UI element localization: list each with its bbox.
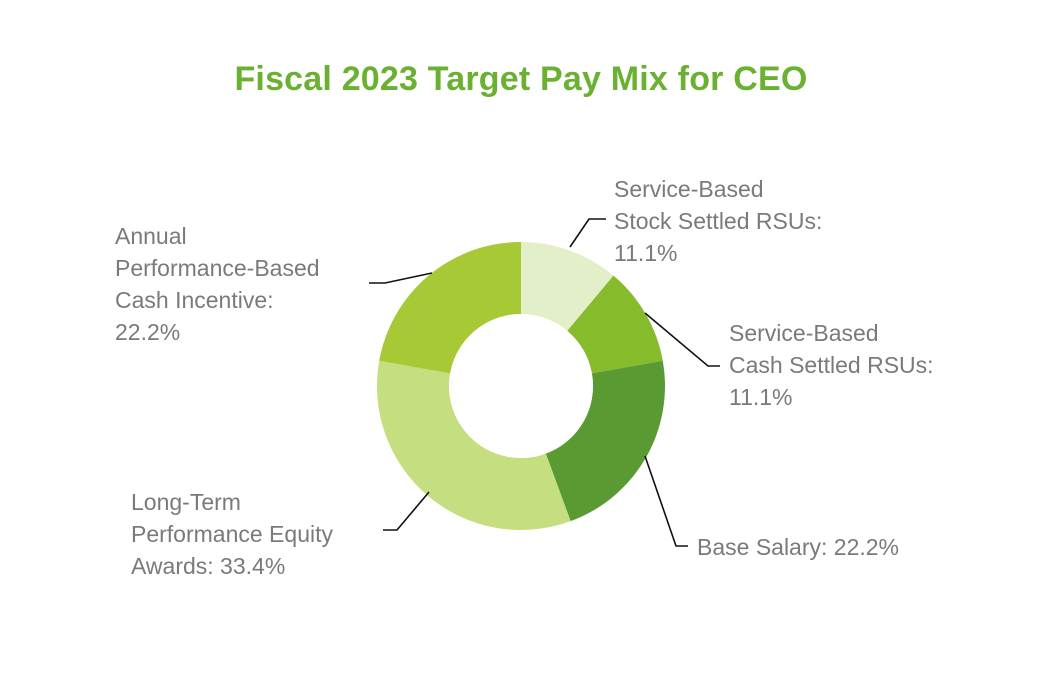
slice-label-4-line-1: Long-Term (131, 489, 241, 515)
slice-label-2-line-3: 11.1% (729, 384, 793, 410)
slice-label-4: Long-Term Performance Equity Awards: 33.4% (131, 489, 333, 579)
slice-label-4-line-3: Awards: 33.4% (131, 553, 285, 579)
slice-2 (567, 275, 663, 374)
leader-line-1 (569, 218, 606, 248)
slice-label-1-line-1: Service-Based (614, 176, 764, 202)
leader-line-3 (644, 455, 688, 547)
labels-layer: Service-Based Stock Settled RSUs: 11.1%Ser… (115, 176, 934, 579)
slice-label-5-line-1: Annual (115, 223, 187, 249)
slice-3 (545, 360, 665, 522)
slice-label-1-line-3: 11.1% (614, 240, 678, 266)
donut-hole (449, 314, 593, 458)
slice-label-3: Base Salary: 22.2% (697, 534, 899, 560)
leaders-layer (369, 218, 720, 547)
slice-5 (379, 242, 521, 374)
slice-1 (521, 242, 614, 331)
leader-line-4 (383, 491, 430, 531)
slice-label-3-line-1: Base Salary: 22.2% (697, 534, 899, 560)
slice-label-1: Service-Based Stock Settled RSUs: 11.1% (614, 176, 822, 266)
slice-label-5-line-4: 22.2% (115, 319, 180, 345)
slice-label-2: Service-Based Cash Settled RSUs: 11.1% (729, 320, 934, 410)
slice-label-5-line-2: Performance-Based (115, 255, 320, 281)
slice-4 (377, 360, 571, 530)
slice-label-2-line-2: Cash Settled RSUs: (729, 352, 934, 378)
chart-title: Fiscal 2023 Target Pay Mix for CEO (234, 60, 808, 98)
slice-label-5: Annual Performance-Based Cash Incentive: 22… (115, 223, 320, 345)
slice-label-1-line-2: Stock Settled RSUs: (614, 208, 822, 234)
slice-label-4-line-2: Performance Equity (131, 521, 333, 547)
leader-line-5 (369, 272, 433, 284)
slices-layer (377, 242, 665, 530)
slice-label-5-line-3: Cash Incentive: (115, 287, 274, 313)
slice-label-2-line-1: Service-Based (729, 320, 879, 346)
leader-line-2 (644, 312, 720, 367)
